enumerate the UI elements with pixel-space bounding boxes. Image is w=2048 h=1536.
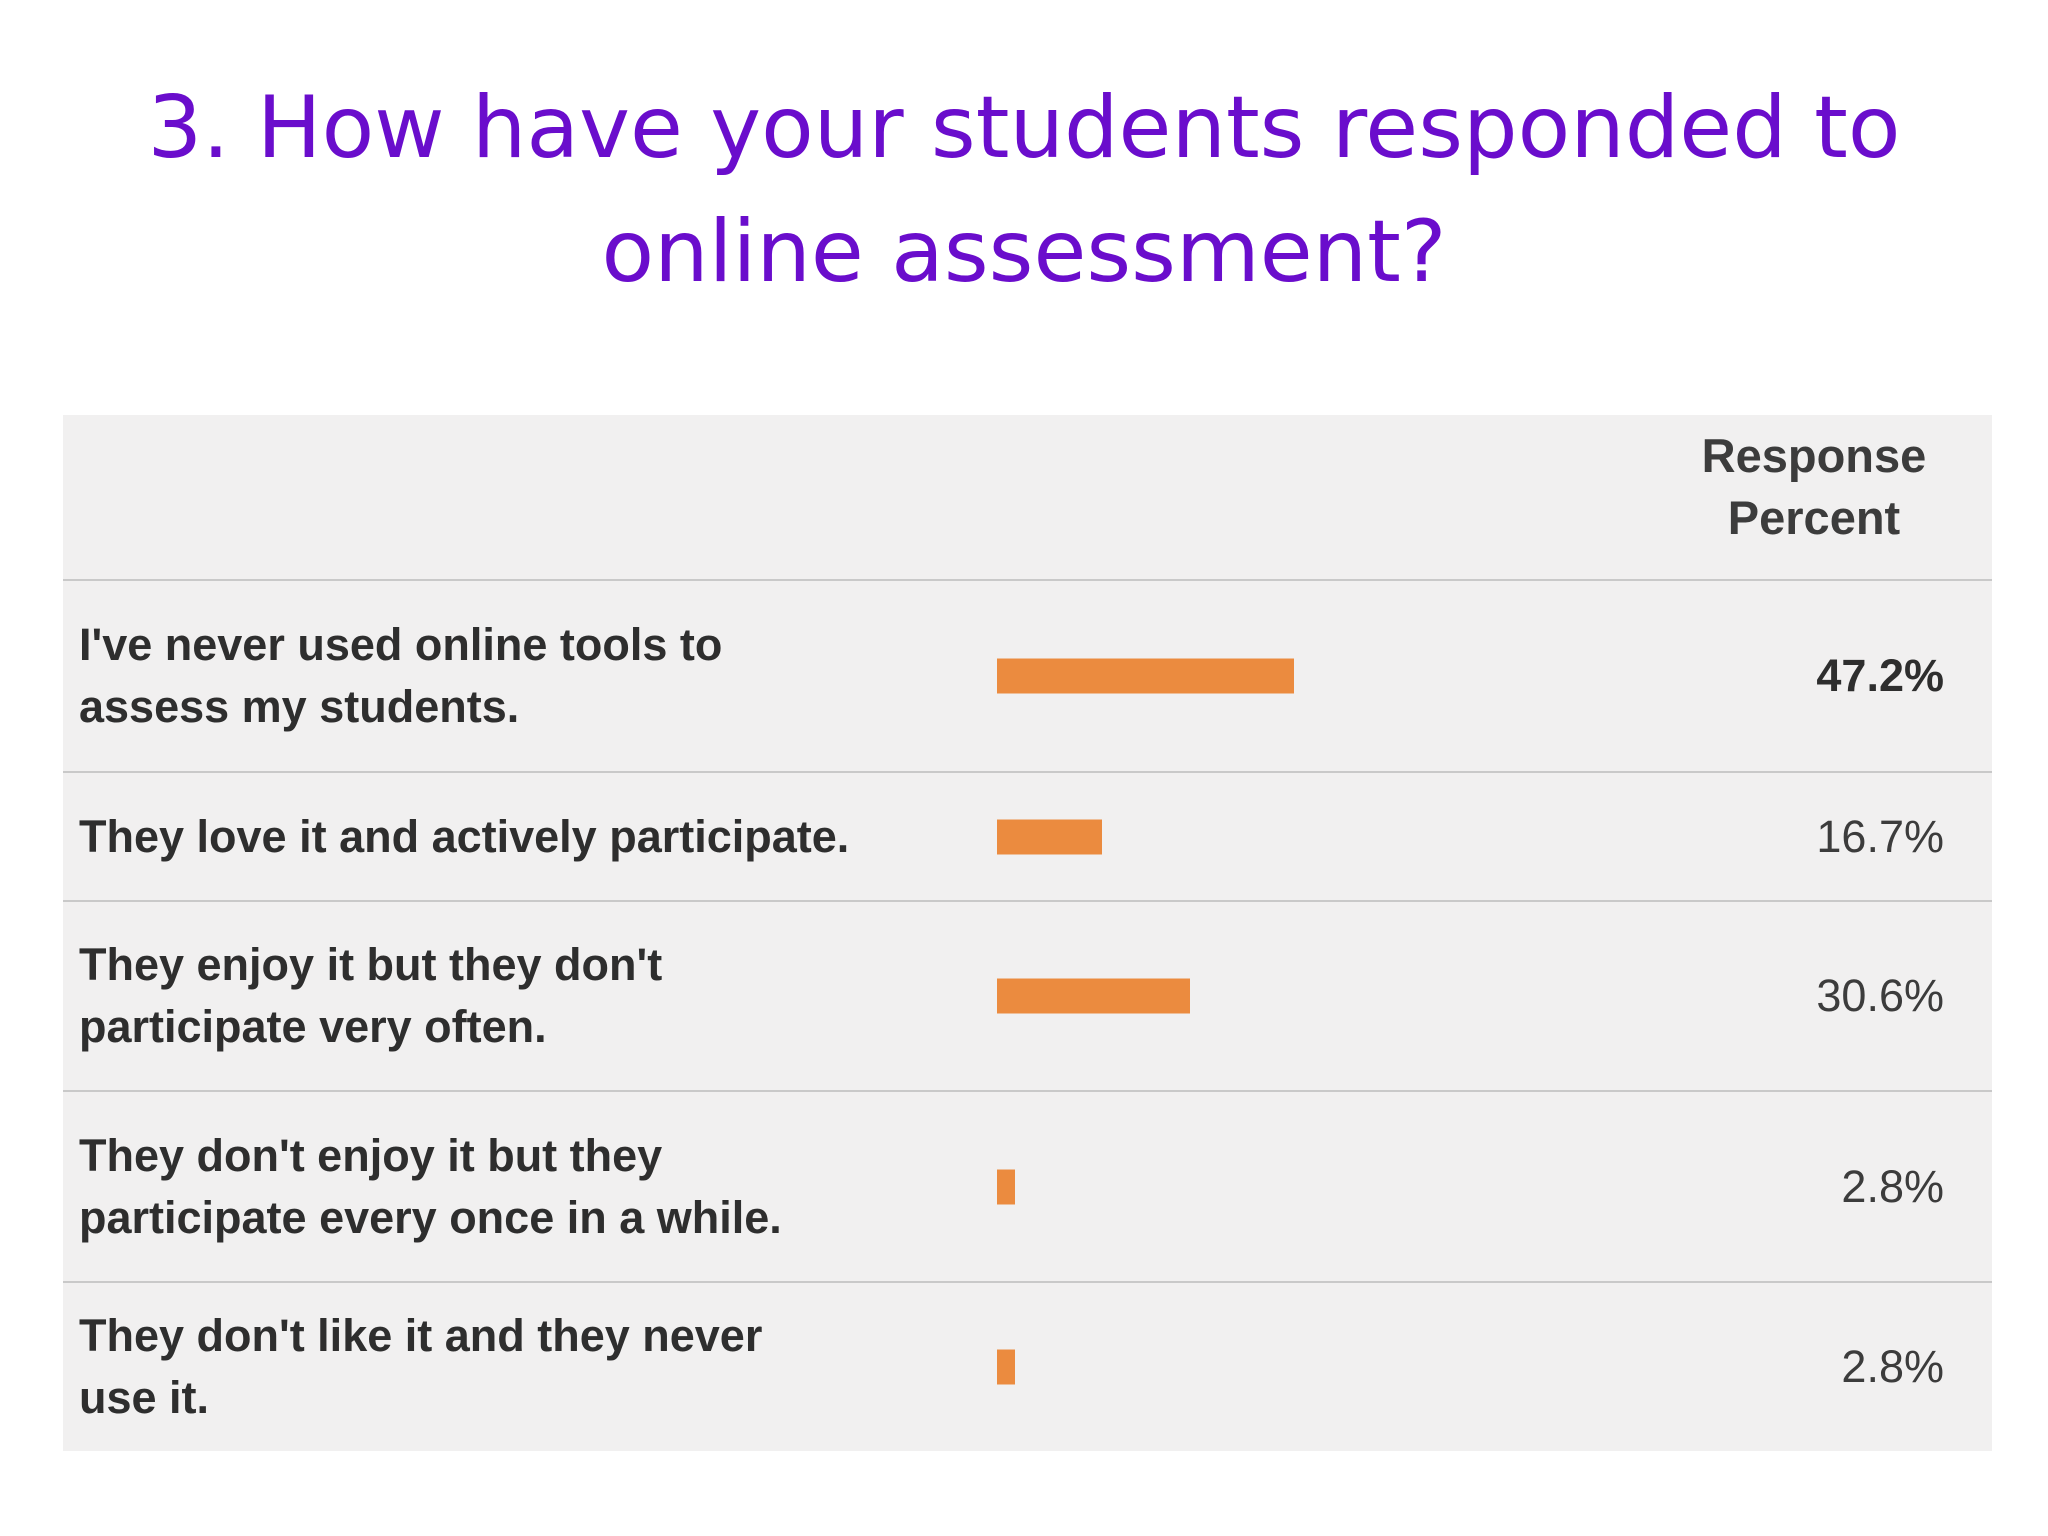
slide-title: 3. How have your students responded to o… <box>0 66 2048 314</box>
row-label-line-2: assess my students. <box>79 681 520 732</box>
slide-title-line-1: 3. How have your students responded to <box>147 78 1901 178</box>
table-row: I've never used online tools to assess my… <box>63 581 1992 773</box>
response-percent-value: 47.2% <box>1816 650 1944 701</box>
table-row: They love it and actively participate. 16… <box>63 773 1992 902</box>
row-label-line-2: participate very often. <box>79 1001 547 1052</box>
row-label: They enjoy it but they don't participate … <box>79 934 979 1058</box>
row-label-line-2: participate every once in a while. <box>79 1191 782 1243</box>
table-row: They enjoy it but they don't participate … <box>63 902 1992 1092</box>
response-bar <box>997 1349 1015 1385</box>
row-label: They love it and actively participate. <box>79 806 979 868</box>
row-label: They don't enjoy it but they participate … <box>79 1125 979 1249</box>
response-bar <box>997 658 1295 694</box>
table-header-row: Response Percent <box>63 415 1992 581</box>
response-percent-value: 2.8% <box>1841 1341 1944 1392</box>
row-label-line-1: They enjoy it but they don't <box>79 939 663 990</box>
row-label-line-1: They love it and actively participate. <box>79 810 850 862</box>
table-row: They don't like it and they never use it.… <box>63 1283 1992 1451</box>
row-label-line-1: They don't enjoy it but they <box>79 1129 663 1181</box>
row-label-line-1: They don't like it and they never <box>79 1310 763 1361</box>
row-label: I've never used online tools to assess my… <box>79 614 979 738</box>
response-percent-value: 16.7% <box>1816 810 1944 862</box>
header-line-2: Percent <box>1727 491 1901 544</box>
response-bar <box>997 1169 1015 1204</box>
response-bar <box>997 978 1190 1014</box>
row-label: They don't like it and they never use it. <box>79 1305 979 1429</box>
table-row: They don't enjoy it but they participate … <box>63 1092 1992 1283</box>
row-label-line-1: I've never used online tools to <box>79 619 723 670</box>
response-percent-header: Response Percent <box>1684 425 1944 549</box>
response-percent-value: 2.8% <box>1841 1160 1944 1212</box>
row-label-line-2: use it. <box>79 1372 210 1423</box>
response-bar <box>997 819 1103 854</box>
survey-results-table: Response Percent I've never used online … <box>63 415 1992 1451</box>
header-line-1: Response <box>1701 429 1927 482</box>
slide-title-line-2: online assessment? <box>601 202 1447 302</box>
response-percent-value: 30.6% <box>1816 970 1944 1021</box>
